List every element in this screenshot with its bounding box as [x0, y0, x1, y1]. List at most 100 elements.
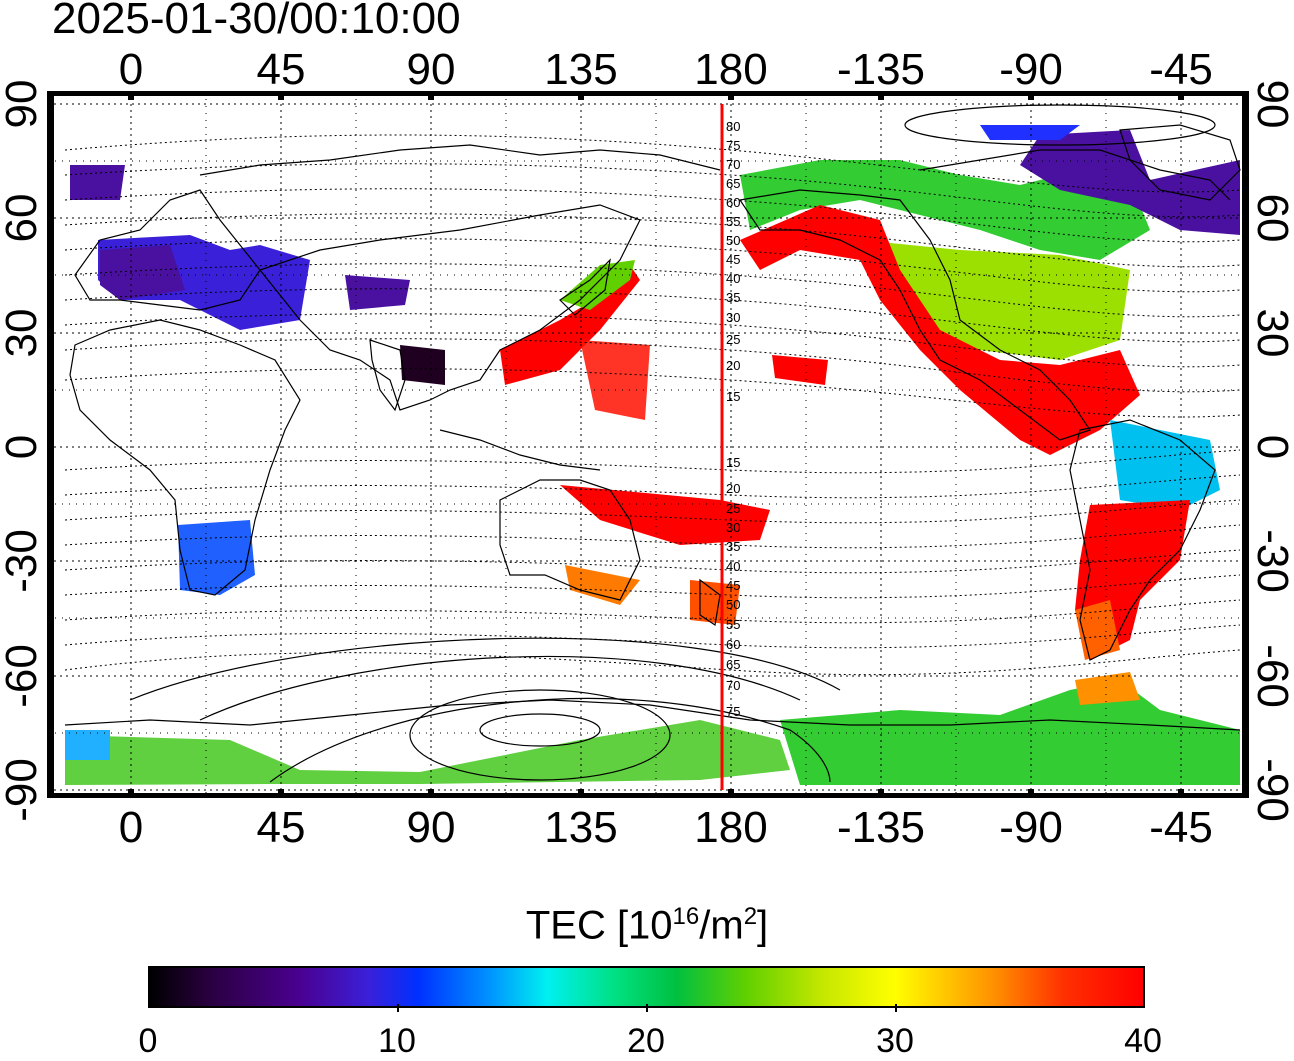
tec-region-central-asia	[345, 275, 410, 310]
mlat-label: 60	[726, 637, 740, 652]
lon-label-top: 90	[407, 45, 456, 94]
tec-region-europe-dark	[100, 245, 185, 300]
mlat-label: 30	[726, 520, 740, 535]
grid-lines	[48, 92, 1248, 797]
mlat-label: 60	[726, 195, 740, 210]
lon-label-bottom: 90	[407, 803, 456, 852]
colorbar-tick	[397, 1004, 399, 1012]
colorbar-label: 10	[378, 1022, 416, 1060]
right-lat-labels: 90 60 30 0 -30 -60 -90	[1248, 80, 1294, 822]
mlat-label: 15	[726, 389, 740, 404]
tec-region-hawaii	[772, 355, 828, 385]
mlat-label: 70	[726, 678, 740, 693]
tec-region-india	[400, 345, 445, 385]
lat-label-left: 90	[0, 80, 46, 129]
lat-label-left: 60	[0, 194, 46, 243]
mlat-label: 25	[726, 332, 740, 347]
top-lon-labels: 0 45 90 135 180 -135 -90 -45	[119, 45, 1213, 94]
tec-region-antarctica-east	[65, 720, 790, 785]
tec-region-na-west	[740, 205, 1140, 455]
mlat-label: 50	[726, 233, 740, 248]
lat-label-right: -90	[1248, 758, 1294, 822]
tec-region-sw-pacific	[560, 485, 770, 545]
lon-label-top: -90	[999, 45, 1063, 94]
mlat-label: 20	[726, 481, 740, 496]
mlat-label: 45	[726, 252, 740, 267]
mlat-label: 35	[726, 290, 740, 305]
right-border-bar	[1242, 92, 1248, 797]
tec-region-greenland-fringe	[980, 125, 1080, 140]
tec-region-antarctica-peninsula	[1075, 672, 1140, 705]
left-border-bar	[48, 92, 54, 797]
colorbar-label: 30	[876, 1022, 914, 1060]
mlat-label: 80	[726, 119, 740, 134]
coast-japan	[559, 258, 611, 316]
tec-region-antarctica-edge	[65, 730, 110, 760]
colorbar-label: 20	[627, 1022, 665, 1060]
mlat-label: 50	[726, 597, 740, 612]
tec-region-sa-north	[1110, 420, 1220, 510]
lat-label-right: -60	[1248, 644, 1294, 708]
mlat-label: 55	[726, 617, 740, 632]
lat-label-right: 90	[1248, 80, 1294, 129]
tec-region-canada-north	[1020, 130, 1240, 235]
magnetic-latitude-contours	[64, 134, 1241, 676]
mlat-label: 75	[726, 138, 740, 153]
colorbar-tick	[646, 1004, 648, 1012]
lon-label-bottom: -45	[1149, 803, 1213, 852]
tec-region-scandinavia	[70, 165, 125, 200]
mlat-label: 25	[726, 501, 740, 516]
tec-region-na-aurora	[740, 160, 1150, 260]
lon-label-bottom: -90	[999, 803, 1063, 852]
coast-nz	[699, 578, 721, 627]
mlat-labels-south: 15 20 25 30 35 40 45 50 55 60 65 70 75	[726, 455, 740, 719]
lon-label-top: -45	[1149, 45, 1213, 94]
coast-africa	[69, 319, 301, 596]
lat-label-right: 0	[1248, 435, 1294, 459]
lon-label-bottom: -135	[837, 803, 925, 852]
bottom-lon-labels: 0 45 90 135 180 -135 -90 -45	[119, 803, 1213, 852]
lat-label-left: 0	[0, 435, 46, 459]
lat-label-left: -60	[0, 644, 46, 708]
lon-label-top: 180	[694, 45, 767, 94]
south-pole-contours	[129, 637, 841, 783]
coast-antarctica	[64, 699, 1241, 731]
tec-region-south-africa	[178, 520, 255, 595]
colorbar-title-exponent: 16	[672, 903, 700, 930]
mlat-label: 65	[726, 176, 740, 191]
lon-label-bottom: 45	[257, 803, 306, 852]
colorbar-title: TEC [1016/m2]	[0, 903, 1294, 948]
coast-canada-arctic	[919, 149, 1231, 201]
colorbar-title-suffix: ]	[757, 903, 769, 948]
mlat-label: 40	[726, 559, 740, 574]
coast-south-america	[1069, 419, 1216, 661]
lon-label-bottom: 180	[694, 803, 767, 852]
lon-label-top: 0	[119, 45, 143, 94]
mlat-labels-north: 80 75 70 65 60 55 50 45 40 35 30 25 20 1…	[726, 119, 740, 404]
map-title: 2025-01-30/00:10:00	[52, 0, 461, 43]
coast-europe	[74, 189, 261, 311]
colorbar-title-unit: /m	[699, 903, 744, 948]
mlat-label: 15	[726, 455, 740, 470]
mlat-label: 45	[726, 578, 740, 593]
colorbar-title-prefix: TEC [10	[525, 903, 673, 948]
coast-north-america	[738, 189, 1091, 441]
coast-australia	[499, 479, 641, 601]
lat-label-left: -90	[0, 758, 46, 822]
mlat-label: 35	[726, 539, 740, 554]
mlat-label: 70	[726, 157, 740, 172]
lat-label-left: -30	[0, 529, 46, 593]
mlat-label: 20	[726, 358, 740, 373]
lon-label-bottom: 0	[119, 803, 143, 852]
mlat-label: 30	[726, 310, 740, 325]
tec-map: 80 75 70 65 60 55 50 45 40 35 30 25 20 1…	[0, 45, 1294, 852]
colorbar-title-unit-exponent: 2	[743, 903, 758, 930]
coast-indonesia	[439, 429, 601, 471]
tec-region-japan-fringe	[560, 260, 635, 310]
tec-region-antarctica-west	[780, 680, 1240, 785]
mlat-label: 55	[726, 214, 740, 229]
coast-india	[369, 339, 406, 412]
colorbar	[148, 966, 1145, 1008]
north-pole-contours	[904, 104, 1216, 146]
lon-label-top: 135	[544, 45, 617, 94]
